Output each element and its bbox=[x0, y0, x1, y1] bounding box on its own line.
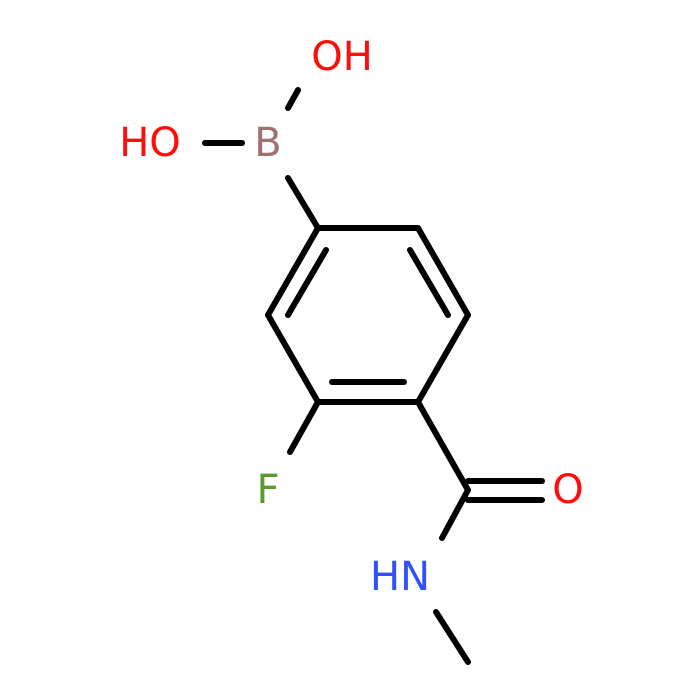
bond bbox=[415, 399, 471, 493]
atom-label: HN bbox=[370, 554, 430, 600]
bond bbox=[285, 175, 321, 231]
bond bbox=[433, 609, 471, 665]
bond bbox=[439, 487, 471, 541]
bond bbox=[287, 399, 321, 455]
atom-label: F bbox=[256, 467, 279, 513]
bond bbox=[415, 312, 471, 405]
atom-label: B bbox=[254, 120, 281, 166]
atom-label: O bbox=[552, 467, 583, 513]
double-bond-inner bbox=[285, 247, 329, 318]
bonds bbox=[202, 87, 545, 665]
atom-label: HO bbox=[119, 120, 181, 166]
bond bbox=[265, 312, 321, 405]
bond bbox=[265, 225, 321, 318]
double-bond-inner bbox=[407, 247, 451, 318]
bond bbox=[415, 225, 471, 318]
atom-label: OH bbox=[311, 34, 373, 80]
bond bbox=[285, 87, 301, 111]
